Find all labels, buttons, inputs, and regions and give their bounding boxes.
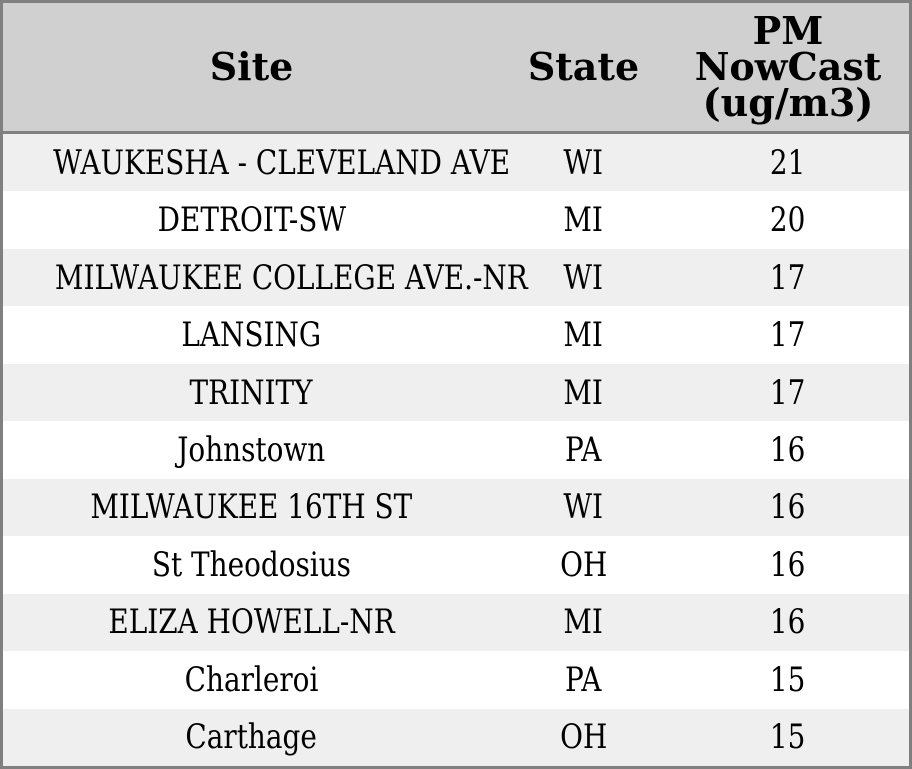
state-cell: MI	[500, 200, 667, 240]
state-label: WI	[563, 142, 604, 183]
site-cell: WAUKESHA - CLEVELAND AVE	[3, 143, 510, 183]
site-label: TRINITY	[189, 372, 313, 413]
site-label: St Theodosius	[151, 544, 352, 585]
site-label: ELIZA HOWELL-NR	[108, 602, 395, 643]
pm-value: 17	[770, 372, 806, 413]
state-label: PA	[565, 659, 602, 700]
pm-value: 17	[770, 257, 806, 298]
table-header: Site State PM NowCast (ug/m3)	[3, 3, 909, 134]
site-label: WAUKESHA - CLEVELAND AVE	[53, 142, 511, 183]
state-label: OH	[559, 544, 608, 585]
site-label: Charleroi	[184, 659, 319, 700]
pm-value-cell: 17	[667, 258, 909, 298]
pm-value-cell: 16	[667, 487, 909, 527]
state-label: WI	[563, 487, 604, 528]
pm-value: 20	[770, 200, 806, 241]
header-site-cell: Site	[3, 44, 500, 89]
state-label: MI	[563, 372, 604, 413]
site-cell: Carthage	[3, 717, 500, 757]
site-label: Carthage	[185, 717, 318, 758]
table-row: MILWAUKEE 16TH ST WI 16	[3, 478, 909, 537]
pm-value-cell: 15	[667, 717, 909, 757]
site-label: LANSING	[181, 315, 322, 356]
state-label: PA	[565, 429, 602, 470]
pm-value-cell: 16	[667, 430, 909, 470]
state-label: MI	[563, 315, 604, 356]
pm-value: 16	[770, 544, 806, 585]
table-row: MILWAUKEE COLLEGE AVE.-NR WI 17	[3, 248, 909, 307]
table-row: Johnstown PA 16	[3, 421, 909, 479]
header-site-label: Site	[209, 44, 294, 89]
pm-value-cell: 15	[667, 660, 909, 700]
table-row: LANSING MI 17	[3, 306, 909, 364]
state-cell: MI	[500, 373, 667, 413]
pm-value-cell: 16	[667, 545, 909, 585]
site-cell: LANSING	[3, 315, 500, 355]
site-cell: MILWAUKEE 16TH ST	[3, 487, 500, 527]
table-row: ELIZA HOWELL-NR MI 16	[3, 593, 909, 652]
site-cell: Johnstown	[3, 430, 500, 470]
state-label: WI	[563, 257, 604, 298]
site-cell: DETROIT-SW	[3, 200, 500, 240]
state-cell: PA	[500, 430, 667, 470]
state-cell: PA	[500, 660, 667, 700]
header-pm-label: PM NowCast (ug/m3)	[667, 8, 909, 125]
pm-value: 15	[770, 717, 806, 758]
site-label: MILWAUKEE COLLEGE AVE.-NR	[54, 257, 528, 298]
site-cell: ELIZA HOWELL-NR	[3, 602, 500, 642]
site-label: Johnstown	[177, 429, 326, 470]
header-pm-line: PM	[752, 8, 824, 53]
header-pm-line: NowCast	[694, 44, 882, 89]
pm-value: 17	[770, 315, 806, 356]
pm-value: 15	[770, 659, 806, 700]
state-cell: OH	[500, 545, 667, 585]
site-cell: Charleroi	[3, 660, 500, 700]
pm-value-cell: 17	[667, 373, 909, 413]
table-row: Charleroi PA 15	[3, 651, 909, 709]
table-row: TRINITY MI 17	[3, 363, 909, 422]
site-label: MILWAUKEE 16TH ST	[90, 487, 413, 528]
site-cell: TRINITY	[3, 373, 500, 413]
state-cell: MI	[500, 315, 667, 355]
table-row: WAUKESHA - CLEVELAND AVE WI 21	[3, 134, 909, 192]
table-row: St Theodosius OH 16	[3, 536, 909, 594]
state-cell: WI	[500, 143, 667, 183]
site-label: DETROIT-SW	[157, 200, 346, 241]
state-label: MI	[563, 200, 604, 241]
pm-value: 16	[770, 602, 806, 643]
table-row: DETROIT-SW MI 20	[3, 191, 909, 249]
header-pm-line: (ug/m3)	[702, 80, 874, 125]
state-cell: MI	[500, 602, 667, 642]
site-cell: St Theodosius	[3, 545, 500, 585]
pm-value-cell: 17	[667, 315, 909, 355]
state-cell: WI	[500, 487, 667, 527]
table-row: Carthage OH 15	[3, 708, 909, 766]
pm-value: 21	[770, 142, 806, 183]
state-label: OH	[559, 717, 608, 758]
state-label: MI	[563, 602, 604, 643]
header-state-label: State	[527, 44, 640, 89]
header-state-cell: State	[500, 44, 667, 89]
header-pm-cell: PM NowCast (ug/m3)	[667, 8, 909, 125]
pm-value-cell: 21	[667, 143, 909, 183]
pm-value-cell: 16	[667, 602, 909, 642]
pm-value: 16	[770, 429, 806, 470]
state-cell: OH	[500, 717, 667, 757]
pm-value-cell: 20	[667, 200, 909, 240]
site-cell: MILWAUKEE COLLEGE AVE.-NR	[3, 258, 528, 298]
state-cell: WI	[500, 258, 667, 298]
pm-value: 16	[770, 487, 806, 528]
